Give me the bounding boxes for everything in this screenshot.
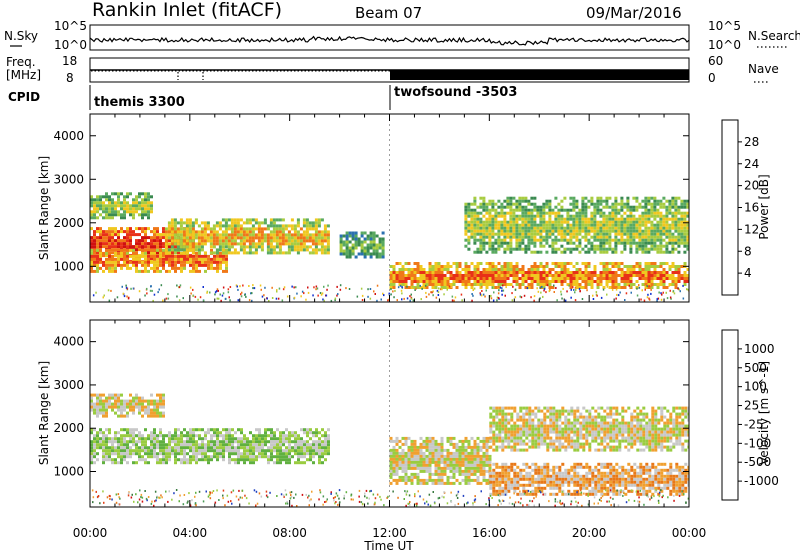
velocity-echo-region-2 bbox=[389, 436, 492, 485]
velBar-tick-label: 100 bbox=[744, 380, 767, 394]
cpid-label: CPID bbox=[8, 90, 40, 104]
power-ytick-label: 1000 bbox=[53, 259, 84, 273]
velocity-near-range-scatter bbox=[91, 489, 689, 507]
noise-trace bbox=[89, 35, 690, 46]
powerBar-tick-label: 20 bbox=[744, 179, 759, 193]
noise-panel bbox=[89, 24, 690, 51]
x-tick-label: 00:00 bbox=[672, 526, 707, 540]
power-ylabel: Slant Range [km] bbox=[37, 156, 51, 260]
x-tick-label: 00:00 bbox=[73, 526, 108, 540]
velocity-echo-region-1 bbox=[90, 393, 165, 418]
freq-tick-top: 18 bbox=[62, 54, 77, 68]
power-ytick-label: 4000 bbox=[53, 129, 84, 143]
powerBar-tick-label: 12 bbox=[744, 222, 759, 236]
freq-label-line1: Freq. bbox=[6, 55, 36, 69]
velBar-tick-label: 25 bbox=[744, 399, 759, 413]
velBar-tick-label: 1000 bbox=[744, 342, 775, 356]
nave-trace bbox=[390, 70, 689, 80]
x-tick-label: 08:00 bbox=[272, 526, 307, 540]
power-echo-region-6 bbox=[464, 196, 689, 254]
cpid-mode-2: twofsound -3503 bbox=[394, 85, 517, 100]
velocity-echo-region-0 bbox=[90, 428, 330, 465]
power-colorbar-label: Power [dB] bbox=[757, 174, 771, 239]
velocity-ylabel: Slant Range [km] bbox=[37, 361, 51, 465]
velBar-tick-label: -25 bbox=[744, 417, 764, 431]
velocity-colorbar: -1000 -500 -100 -25 25 100 500 1000 bbox=[721, 329, 779, 501]
powerBar-tick-label: 8 bbox=[744, 244, 752, 258]
velocity-ytick-label: 2000 bbox=[53, 421, 84, 435]
freq-label-line2: [MHz] bbox=[6, 68, 41, 82]
cpid-mode-1: themis 3300 bbox=[94, 95, 185, 110]
noise-right-tick-bottom: 10^0 bbox=[708, 38, 741, 52]
power-near-range-scatter bbox=[92, 284, 689, 302]
power-echo-region-4 bbox=[339, 231, 385, 259]
nave-tick-top: 60 bbox=[708, 54, 723, 68]
velocity-echo-region-3 bbox=[489, 462, 689, 496]
velBar-tick-label: -1000 bbox=[744, 474, 779, 488]
velBar-frame bbox=[721, 329, 739, 501]
powerBar-tick-label: 28 bbox=[744, 135, 759, 149]
velBar-tick-label: -500 bbox=[744, 455, 771, 469]
x-tick-label: 16:00 bbox=[472, 526, 507, 540]
noise-right-label: N.Search bbox=[748, 29, 800, 43]
powerBar-tick-label: 4 bbox=[744, 266, 752, 280]
nave-tick-bottom: 0 bbox=[708, 71, 716, 85]
x-tick-label: 12:00 bbox=[372, 526, 407, 540]
power-echo-region-2 bbox=[90, 192, 153, 220]
beam-label: Beam 07 bbox=[355, 4, 422, 22]
x-axis-title: Time UT bbox=[363, 539, 414, 553]
x-tick-label: 20:00 bbox=[572, 526, 607, 540]
power-echo-region-3 bbox=[164, 218, 330, 255]
power-panel: 1000 2000 3000 4000 bbox=[53, 113, 690, 303]
velocity-colorbar-label: Velocity [m s^-1] bbox=[757, 361, 771, 465]
power-colorbar: 4 8 12 16 20 24 28 bbox=[721, 119, 759, 296]
power-ytick-label: 3000 bbox=[53, 172, 84, 186]
noise-left-tick-bottom: 10^0 bbox=[54, 38, 87, 52]
powerBar-frame bbox=[721, 119, 739, 296]
noise-left-tick-top: 10^5 bbox=[54, 19, 87, 33]
velocity-echo-region-4 bbox=[489, 406, 689, 452]
power-ytick-label: 2000 bbox=[53, 216, 84, 230]
power-echo-region-5 bbox=[389, 262, 689, 289]
noise-left-label: N.Sky bbox=[4, 29, 38, 43]
powerBar-tick-label: 16 bbox=[744, 201, 759, 215]
power-echo-region-1 bbox=[90, 248, 228, 273]
date-label: 09/Mar/2016 bbox=[586, 4, 682, 22]
velocity-ytick-label: 4000 bbox=[53, 335, 84, 349]
noise-right-tick-top: 10^5 bbox=[708, 19, 741, 33]
velocity-ytick-label: 3000 bbox=[53, 378, 84, 392]
powerBar-tick-label: 24 bbox=[744, 157, 759, 171]
velBar-tick-label: -100 bbox=[744, 436, 771, 450]
freq-tick-bottom: 8 bbox=[66, 71, 74, 85]
station-title: Rankin Inlet (fitACF) bbox=[92, 0, 282, 21]
velBar-tick-label: 500 bbox=[744, 361, 767, 375]
velocity-ytick-label: 1000 bbox=[53, 465, 84, 479]
nave-label: Nave bbox=[748, 62, 779, 76]
x-tick-label: 04:00 bbox=[173, 526, 208, 540]
velocity-panel: 1000 2000 3000 4000 bbox=[53, 319, 690, 508]
